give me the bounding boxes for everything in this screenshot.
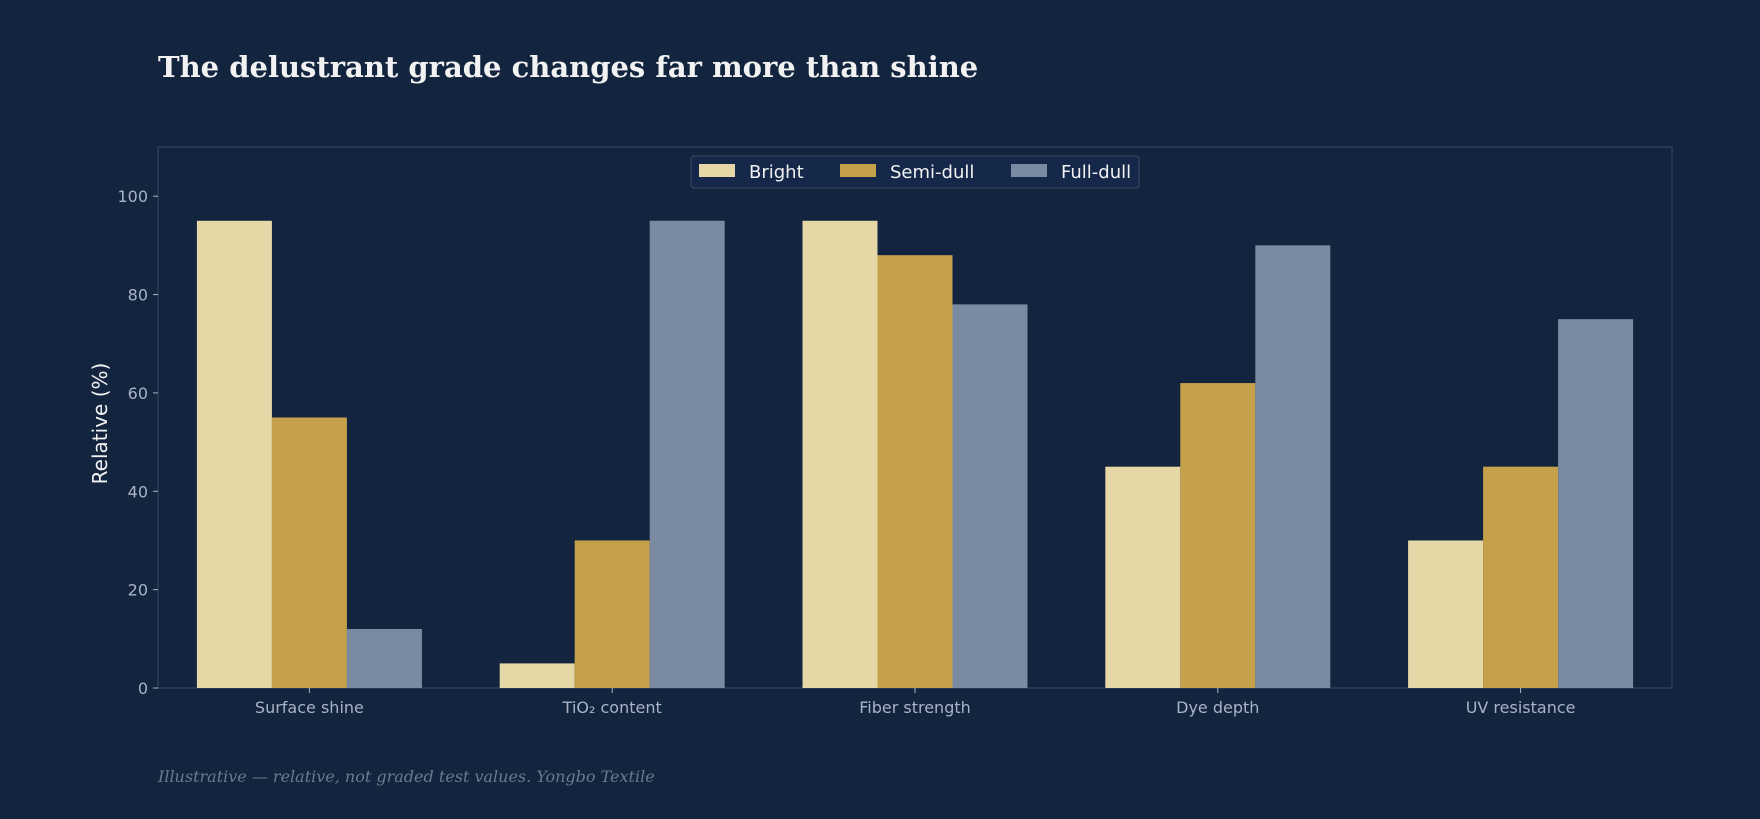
bar <box>1105 466 1181 688</box>
y-tick-label: 0 <box>138 679 148 698</box>
bar <box>649 220 725 689</box>
y-tick-label: 20 <box>128 581 148 600</box>
bar <box>499 663 575 688</box>
bar <box>1558 319 1634 688</box>
x-tick-label: UV resistance <box>1466 698 1576 717</box>
bar <box>1180 383 1256 688</box>
bar <box>802 220 878 689</box>
bars <box>196 220 1634 689</box>
legend-entry: Full-dull <box>1061 162 1131 183</box>
legend-entry: Semi-dull <box>890 162 974 183</box>
bar <box>952 304 1028 688</box>
bar <box>1255 245 1331 688</box>
y-axis-label: Relative (%) <box>88 363 112 485</box>
legend-swatch <box>699 164 735 177</box>
x-tick-label: Dye depth <box>1176 698 1259 717</box>
legend-entry: Bright <box>749 162 804 183</box>
footnote: Illustrative — relative, not graded test… <box>158 767 655 786</box>
bar <box>574 540 650 688</box>
y-tick-label: 80 <box>128 286 148 305</box>
legend-swatch <box>1011 164 1047 177</box>
bar <box>877 255 953 688</box>
y-tick-label: 100 <box>117 187 148 206</box>
legend: Bright Semi-dull Full-dull <box>690 155 1140 189</box>
bar <box>1483 466 1559 688</box>
chart-title: The delustrant grade changes far more th… <box>158 50 979 84</box>
x-tick-label: Surface shine <box>255 698 364 717</box>
x-axis: Surface shine TiO₂ content Fiber strength D… <box>255 688 1576 717</box>
y-tick-label: 40 <box>128 482 148 501</box>
bar <box>196 220 272 689</box>
bar <box>271 417 347 688</box>
y-tick-label: 60 <box>128 384 148 403</box>
x-tick-label: TiO₂ content <box>562 698 662 717</box>
x-tick-label: Fiber strength <box>859 698 971 717</box>
y-axis: 0 20 40 60 80 100 <box>117 187 158 698</box>
legend-swatch <box>840 164 876 177</box>
bar <box>346 628 422 688</box>
bar <box>1408 540 1484 688</box>
